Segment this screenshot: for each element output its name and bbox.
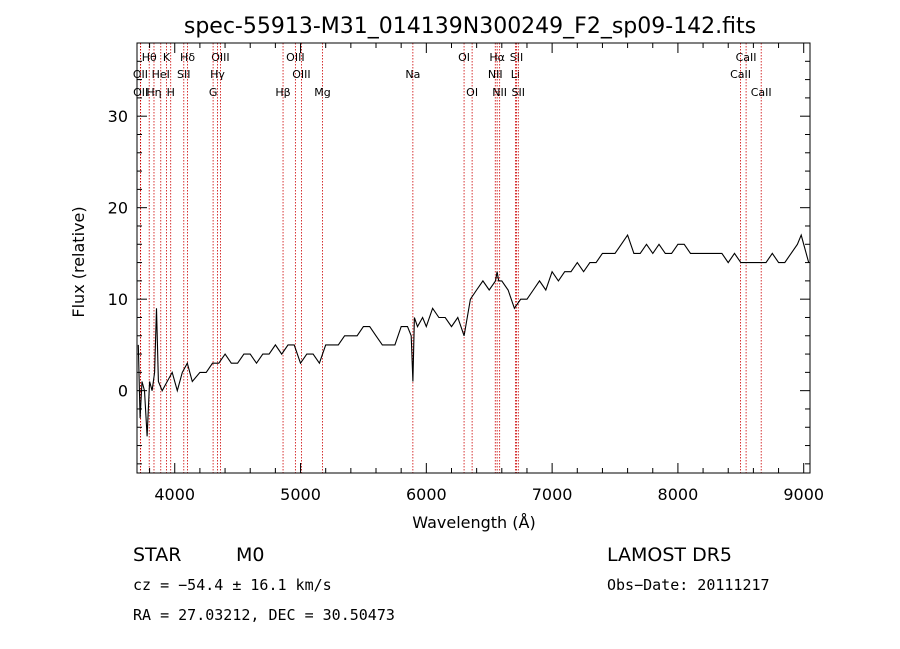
velocity-readout: cz = −54.4 ± 16.1 km/s [133, 576, 332, 594]
spectral-line-label: Hη [146, 86, 161, 99]
spectral-line-label: NII [488, 68, 503, 81]
spectral-line-label: Mg [314, 86, 330, 99]
observation-date: Obs−Date: 20111217 [607, 576, 770, 594]
object-class: STAR [133, 544, 181, 566]
spectral-line-label: OIII [292, 68, 310, 81]
coordinates-readout: RA = 27.03212, DEC = 30.50473 [133, 606, 395, 624]
spectral-line-label: H [167, 86, 175, 99]
spectral-line-label: SII [512, 86, 525, 99]
spectral-line-label: OI [466, 86, 478, 99]
spectral-line-label: Hβ [275, 86, 290, 99]
spectral-line-label: CaII [736, 51, 757, 64]
spectral-line-label: Hα [489, 51, 505, 64]
x-tick-label: 9000 [783, 485, 824, 504]
spectral-line-label: Na [405, 68, 420, 81]
spectral-line-label: K [163, 51, 171, 64]
y-tick-label: 30 [108, 107, 128, 126]
x-tick-label: 7000 [532, 485, 573, 504]
spectral-line-label: HeI [152, 68, 170, 81]
spectrum-series [137, 233, 810, 437]
spectral-line-label: SII [177, 68, 190, 81]
x-axis-ticks: 4000 5000 6000 7000 8000 9000 [149, 43, 824, 504]
spectral-line-label: Li [511, 68, 520, 81]
x-tick-label: 4000 [154, 485, 195, 504]
y-tick-label: 0 [118, 382, 128, 401]
y-tick-label: 10 [108, 290, 128, 309]
y-axis-label: Flux (relative) [69, 206, 88, 317]
survey-name: LAMOST DR5 [607, 544, 732, 566]
spectral-line-label: OIII [286, 51, 304, 64]
plot-frame [136, 42, 811, 474]
spectral-line-label: Hγ [210, 68, 225, 81]
spectrum-line [137, 233, 810, 437]
x-tick-label: 5000 [280, 485, 321, 504]
spectral-line-label: NII [492, 86, 507, 99]
x-tick-label: 8000 [658, 485, 699, 504]
x-tick-label: 6000 [406, 485, 447, 504]
spectral-line-label: CaII [751, 86, 772, 99]
spectral-line-label: Hδ [180, 51, 195, 64]
spectral-line-label: SII [510, 51, 523, 64]
spectral-line-label: Hθ [142, 51, 157, 64]
y-tick-label: 20 [108, 199, 128, 218]
spectral-line-label: OIII [211, 51, 229, 64]
spectral-line-label: CaII [730, 68, 751, 81]
y-axis-ticks: 0 10 20 30 [108, 60, 810, 465]
subclass: M0 [236, 544, 264, 566]
spectral-line-label: G [209, 86, 218, 99]
x-axis-label: Wavelength (Å) [412, 513, 535, 532]
spectral-line-label: OI [458, 51, 470, 64]
chart-title: spec-55913-M31_014139N300249_F2_sp09-142… [184, 14, 756, 39]
